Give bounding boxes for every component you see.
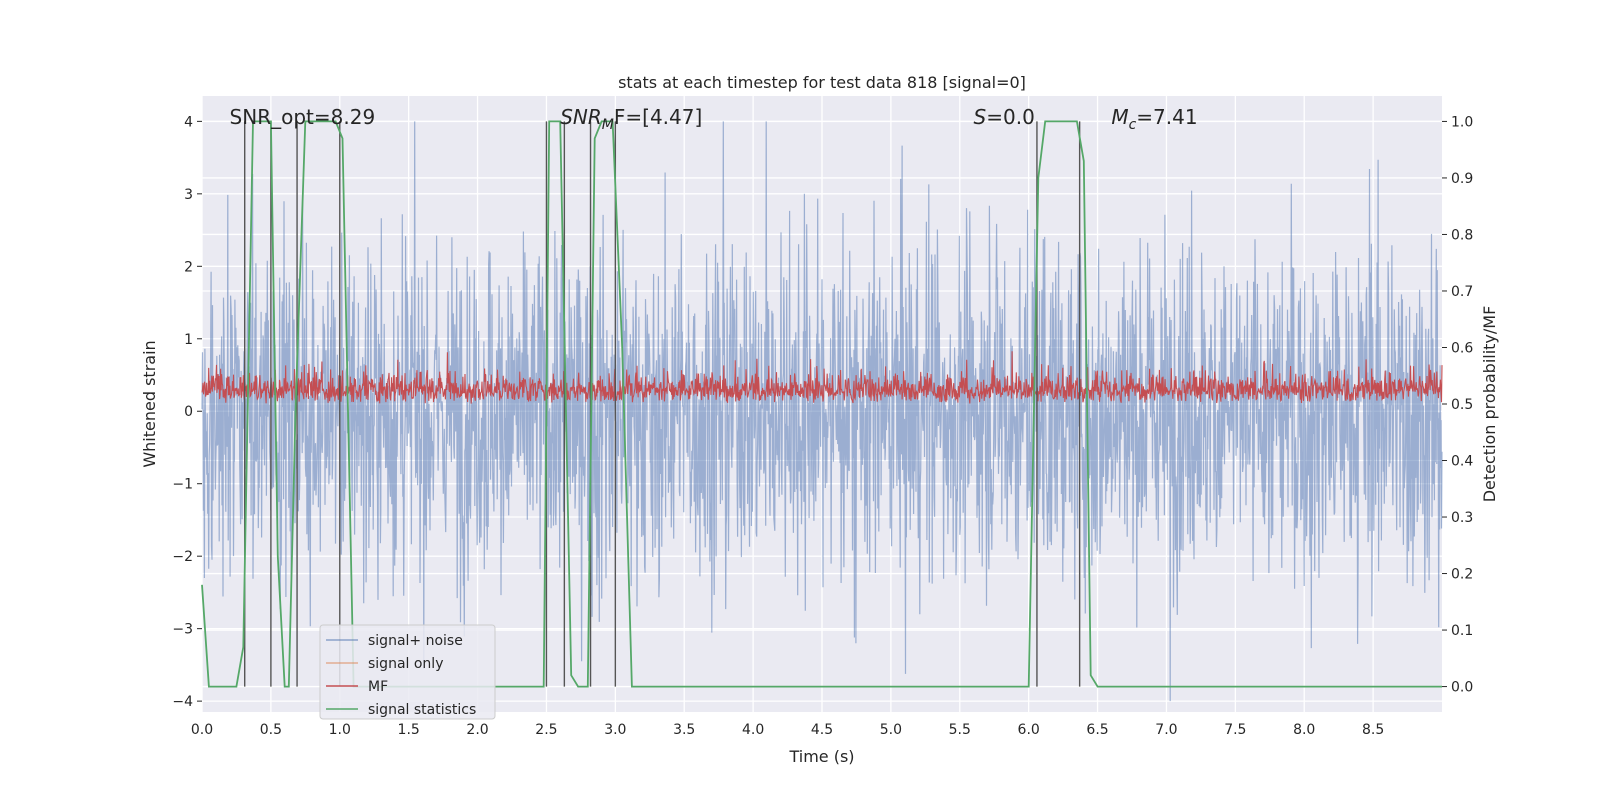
annotation-snr-opt: SNR_opt=8.29 xyxy=(230,105,376,129)
x-tick-label: 3.5 xyxy=(673,722,695,738)
x-tick-label: 5.0 xyxy=(880,722,902,738)
y-right-tick-label: 0.1 xyxy=(1451,623,1473,639)
annotation-s: S=0.0 xyxy=(974,105,1035,129)
annotation-mc-pre: M xyxy=(1111,105,1128,129)
signal-statistics-series xyxy=(201,120,1442,688)
x-tick-label: 7.0 xyxy=(1155,722,1177,738)
y-right-tick-label: 0.6 xyxy=(1451,340,1473,356)
annotation-s-post: =0.0 xyxy=(986,105,1035,129)
x-tick-label: 0.5 xyxy=(260,722,282,738)
x-tick-label: 4.0 xyxy=(742,722,764,738)
x-tick-label: 6.5 xyxy=(1086,722,1108,738)
x-tick-label: 1.5 xyxy=(398,722,420,738)
y-tick-label: 2 xyxy=(184,259,193,275)
x-tick-label: 2.5 xyxy=(535,722,557,738)
y-right-tick-label: 0.7 xyxy=(1451,284,1473,300)
y-axis-right-label: Detection probability/MF xyxy=(1480,306,1499,503)
x-axis-ticks: 0.0 0.5 1.0 1.5 2.0 2.5 3.0 3.5 4.0 4.5 5.0 5.5 6.0 6… xyxy=(191,722,1384,738)
x-tick-label: 2.0 xyxy=(466,722,488,738)
chart-title: stats at each timestep for test data 818… xyxy=(618,73,1026,92)
annotation-mc: Mc=7.41 xyxy=(1111,105,1197,133)
y-right-tick-label: 0.9 xyxy=(1451,171,1473,187)
y-axis-ticks: −4 −3 −2 −1 0 1 2 3 4 xyxy=(172,114,202,710)
y-right-tick-label: 0.3 xyxy=(1451,510,1473,526)
x-tick-label: 3.0 xyxy=(604,722,626,738)
mf-series xyxy=(201,351,1443,404)
y-right-tick-label: 0.2 xyxy=(1451,567,1473,583)
legend-box xyxy=(319,624,496,720)
x-tick-label: 7.5 xyxy=(1224,722,1246,738)
y-tick-label: 0 xyxy=(184,404,193,420)
x-tick-label: 6.0 xyxy=(1018,722,1040,738)
x-tick-label: 4.5 xyxy=(811,722,833,738)
annotation-snr-mf-post: F=[4.47] xyxy=(614,105,702,129)
annotation-snr-mf-pre: SNR xyxy=(560,105,602,129)
y-tick-label: 3 xyxy=(184,187,193,203)
annotation-s-pre: S xyxy=(974,105,987,129)
signal-noise-series xyxy=(201,121,1443,702)
x-axis-label: Time (s) xyxy=(788,747,854,766)
annotations: SNR_opt=8.29 SNRMF=[4.47] S=0.0 Mc=7.41 xyxy=(230,105,1198,133)
y-right-tick-label: 0.5 xyxy=(1451,397,1473,413)
y-right-tick-label: 0.0 xyxy=(1451,680,1473,696)
annotation-mc-post: =7.41 xyxy=(1136,105,1197,129)
legend-label-signal-noise: signal+ noise xyxy=(368,633,463,649)
y-right-tick-label: 0.4 xyxy=(1451,454,1473,470)
x-tick-label: 5.5 xyxy=(949,722,971,738)
y-axis-right-ticks: 0.0 0.1 0.2 0.3 0.4 0.5 0.6 0.7 0.8 0.9 1.0 xyxy=(1442,114,1473,696)
y-right-tick-label: 1.0 xyxy=(1451,114,1473,130)
legend-label-mf: MF xyxy=(368,679,388,695)
y-tick-label: −4 xyxy=(172,694,193,710)
x-tick-label: 8.0 xyxy=(1293,722,1315,738)
signal-statistics-line xyxy=(201,120,1442,688)
legend-label-signal-statistics: signal statistics xyxy=(368,702,476,718)
x-tick-label: 1.0 xyxy=(329,722,351,738)
x-tick-label: 0.0 xyxy=(191,722,213,738)
y-tick-label: 1 xyxy=(184,332,193,348)
x-tick-label: 8.5 xyxy=(1362,722,1384,738)
y-tick-label: −1 xyxy=(172,477,193,493)
y-right-tick-label: 0.8 xyxy=(1451,227,1473,243)
y-tick-label: −2 xyxy=(172,549,193,565)
legend: signal+ noise signal only MF signal stat… xyxy=(319,624,496,720)
legend-label-signal-only: signal only xyxy=(368,656,443,672)
annotation-snr-mf-sub: M xyxy=(602,117,614,133)
y-tick-label: 4 xyxy=(184,114,193,130)
y-tick-label: −3 xyxy=(172,622,193,638)
mf-line xyxy=(201,351,1443,404)
annotation-snr-mf: SNRMF=[4.47] xyxy=(560,105,702,133)
annotation-mc-sub: c xyxy=(1129,117,1137,133)
signal-noise-line xyxy=(201,121,1443,702)
y-axis-label: Whitened strain xyxy=(140,340,159,467)
